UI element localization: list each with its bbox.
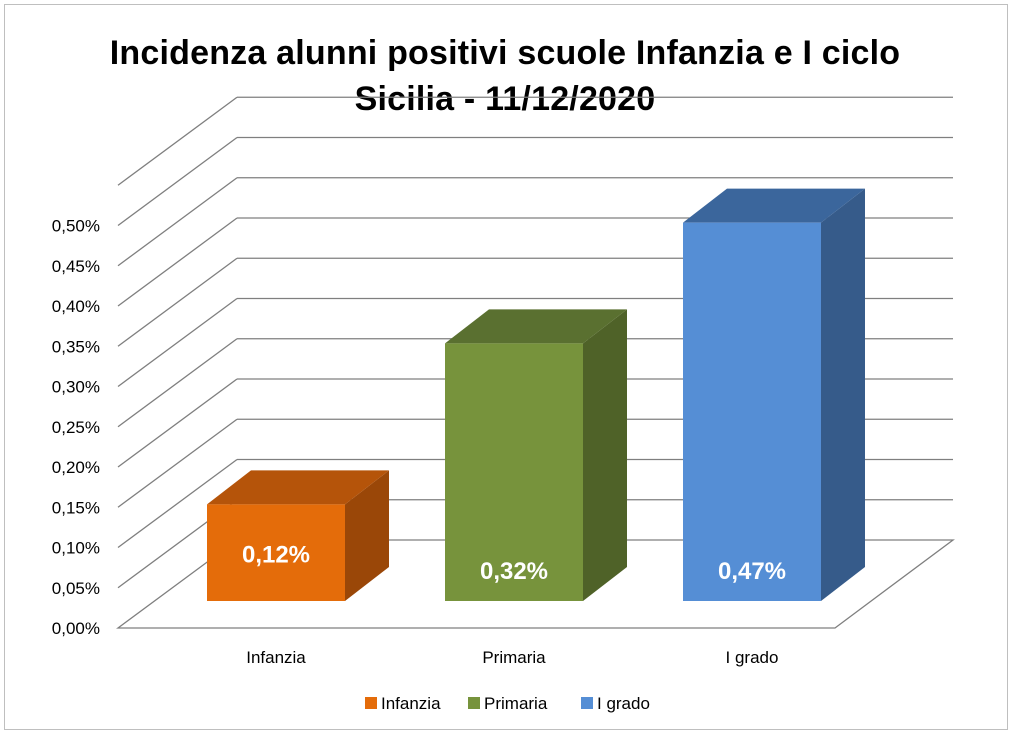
chart-title-line-2: Sicilia - 11/12/2020 [354, 80, 656, 118]
chart-title-line-1: Incidenza alunni positivi scuole Infanzi… [109, 34, 901, 72]
